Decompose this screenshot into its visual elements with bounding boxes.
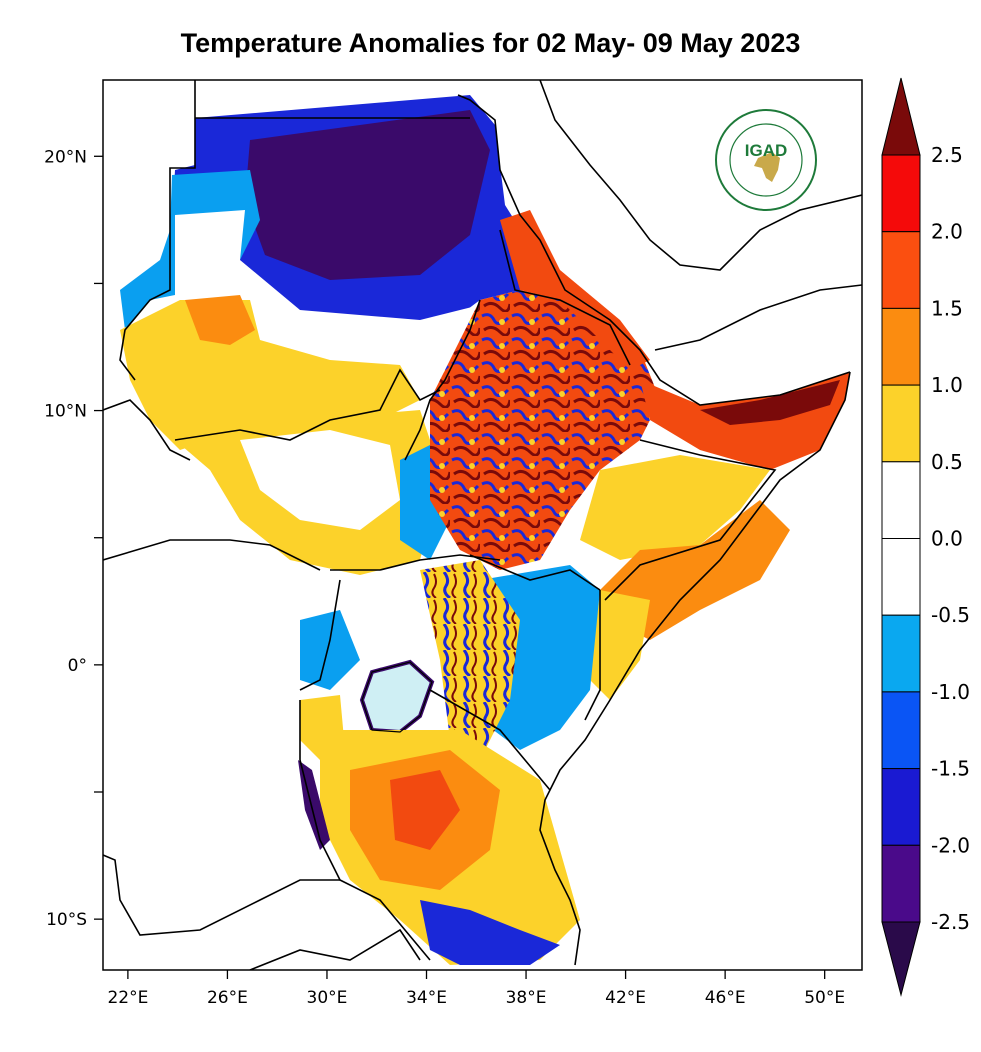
region-south-sudan-neutral (240, 430, 400, 530)
coastline-arabia (539, 80, 862, 271)
colorbar-level-label: -2.5 (931, 910, 970, 934)
country-borders (103, 80, 862, 970)
colorbar-level-label: -1.0 (931, 680, 970, 704)
region-darfur-warmer (185, 295, 255, 345)
colorbar-level-label: 2.5 (931, 143, 963, 167)
colorbar-bottom-arrow (881, 921, 921, 997)
colorbar-swatch (881, 614, 921, 693)
igad-logo: IGAD (715, 109, 817, 211)
lat-tick-label: 20°N (44, 147, 87, 167)
region-tanzania-very-hot (390, 770, 460, 850)
coastline-red-sea-africa (457, 94, 851, 406)
colorbar-top-arrow (881, 77, 921, 156)
lon-tick-label: 26°E (207, 988, 248, 1008)
region-uganda-cool (300, 610, 360, 690)
longitude-axis: 22°E 26°E 30°E 34°E 38°E 42°E 46°E 50°E (107, 970, 845, 1008)
lake-victoria-outline (361, 661, 433, 733)
region-sahara-strong-cold (245, 110, 490, 280)
border-eritrea (499, 229, 631, 366)
region-rift-valley (420, 560, 520, 760)
border-sudan-ethiopia (404, 299, 481, 461)
colorbar-swatch (881, 691, 921, 770)
border-kenya-somalia (584, 590, 601, 721)
colorbar-swatch (881, 768, 921, 846)
border-drc-cameroon (103, 539, 321, 571)
lat-tick-label: 0° (68, 656, 87, 676)
region-somalia-horn-very-hot (700, 380, 840, 425)
map-title: Temperature Anomalies for 02 May- 09 May… (180, 28, 801, 58)
colorbar-level-label: 0.5 (931, 450, 963, 474)
border-zambia (103, 854, 340, 936)
border-sudan-libya-chad (119, 80, 196, 381)
colorbar-swatch (881, 307, 921, 386)
colorbar: 2.5 2.0 1.5 1.0 0.5 0.0 -0.5 -1.0 -1.5 -2.0 -2.5 (881, 77, 970, 997)
lon-tick-label: 42°E (605, 988, 646, 1008)
igad-logo-text: IGAD (745, 141, 788, 160)
border-ethiopia-somalia (604, 439, 777, 601)
latitude-axis: 20°N 10°N 0° 10°S (44, 147, 103, 930)
colorbar-swatch (881, 844, 921, 923)
region-ethiopia-highlands (430, 290, 660, 570)
colorbar-level-label: 2.0 (931, 220, 963, 244)
region-ogaden-warm (580, 455, 770, 560)
lat-tick-label: 10°N (44, 402, 87, 422)
colorbar-level-label: 0.0 (931, 527, 963, 551)
border-uganda-drc (299, 579, 341, 691)
igad-logo-africa-shape (754, 152, 780, 182)
colorbar-swatch (881, 538, 921, 616)
colorbar-swatch (881, 231, 921, 309)
border-tanzania-drc (299, 700, 431, 961)
lon-tick-label: 38°E (506, 988, 547, 1008)
lat-tick-label: 10°S (46, 910, 87, 930)
coastline-somalia (539, 371, 851, 966)
colorbar-swatch (881, 461, 921, 539)
colorbar-level-label: -1.5 (931, 757, 970, 781)
lon-tick-label: 46°E (705, 988, 746, 1008)
lon-tick-label: 22°E (107, 988, 148, 1008)
colorbar-level-label: 1.5 (931, 296, 963, 320)
region-darfur-warm (120, 300, 420, 450)
border-kenya-tanzania (429, 689, 551, 791)
border-car-chad (103, 399, 191, 461)
lon-tick-label: 50°E (804, 988, 845, 1008)
region-tanzania-south-cool (420, 900, 560, 965)
region-somalia-coast-warm (590, 590, 650, 700)
map-frame (102, 79, 863, 971)
colorbar-swatch (881, 384, 921, 463)
lon-tick-label: 34°E (406, 988, 447, 1008)
colorbar-level-label: -2.0 (931, 833, 970, 857)
colorbar-level-label: 1.0 (931, 373, 963, 397)
border-mozambique (249, 928, 421, 970)
colorbar-swatch (881, 154, 921, 233)
border-sudan-south-sudan (174, 368, 441, 441)
border-kenya-ethiopia (469, 554, 601, 591)
colorbar-level-label: -0.5 (931, 603, 970, 627)
lon-tick-label: 30°E (307, 988, 348, 1008)
region-uganda-neutral (330, 565, 450, 665)
coastline-gulf-of-aden (654, 284, 862, 351)
